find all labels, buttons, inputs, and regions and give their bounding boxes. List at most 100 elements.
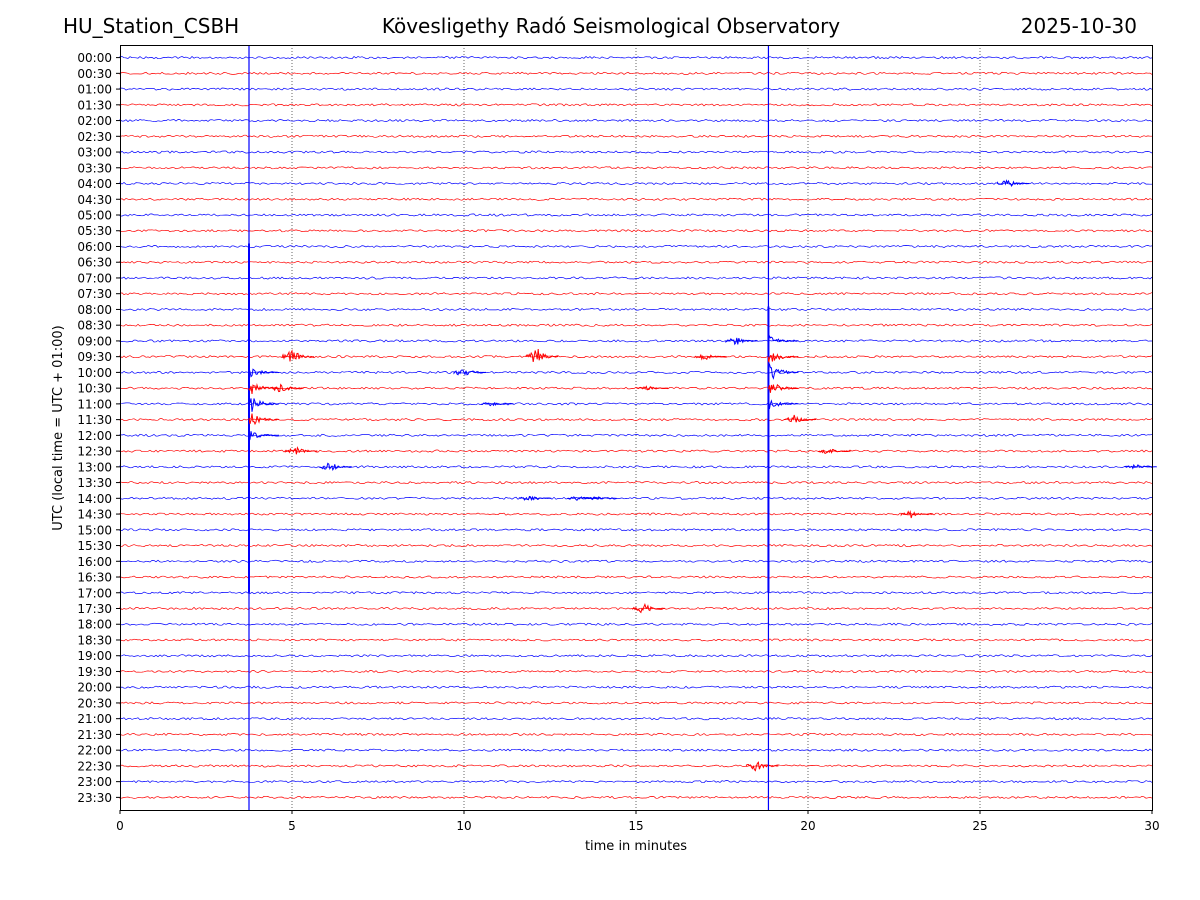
ytick-label-0630: 06:30 [77, 256, 112, 270]
ytick-label-0130: 01:30 [77, 98, 112, 112]
local-event-6 [453, 369, 486, 376]
local-event-12 [818, 448, 851, 454]
ytick-label-2000: 20:00 [77, 681, 112, 695]
local-event-3 [281, 349, 315, 362]
trace-0700 [119, 276, 1153, 280]
ytick-label-1830: 18:30 [77, 633, 112, 647]
trace-1830 [119, 638, 1153, 642]
trace-1600 [119, 559, 1153, 563]
ytick-label-0200: 02:00 [77, 114, 112, 128]
event-2-coda-1030 [767, 383, 799, 393]
ytick-label-0100: 01:00 [77, 83, 112, 97]
event-2-coda-1100 [767, 399, 799, 410]
ytick-label-1000: 10:00 [77, 366, 112, 380]
ytick-label-1300: 13:00 [77, 460, 112, 474]
ytick-label-1330: 13:30 [77, 476, 112, 490]
local-event-10 [783, 414, 817, 423]
ytick-label-0830: 08:30 [77, 319, 112, 333]
trace-0400 [119, 181, 1152, 186]
trace-2100 [119, 717, 1153, 721]
trace-2130 [119, 732, 1153, 736]
trace-1330 [119, 480, 1153, 485]
event-2-coda-0900 [767, 334, 799, 345]
ytick-label-0030: 00:30 [77, 67, 112, 81]
ytick-label-0700: 07:00 [77, 271, 112, 285]
trace-0130 [119, 103, 1153, 107]
ytick-label-2100: 21:00 [77, 712, 112, 726]
ytick-label-1430: 14:30 [77, 508, 112, 522]
trace-0200 [119, 118, 1153, 123]
trace-1530 [119, 543, 1153, 548]
ytick-label-0400: 04:00 [77, 177, 112, 191]
ytick-label-2130: 21:30 [77, 728, 112, 742]
local-event-4 [525, 348, 559, 362]
ytick-label-1900: 19:00 [77, 649, 112, 663]
trace-1630 [119, 575, 1153, 579]
ytick-label-1500: 15:00 [77, 523, 112, 537]
event-1-coda-1030 [248, 383, 280, 394]
ytick-label-0800: 08:00 [77, 303, 112, 317]
xtick-label-10: 10 [456, 819, 471, 833]
ytick-label-1400: 14:00 [77, 492, 112, 506]
trace-1100 [119, 402, 1153, 406]
trace-1900 [119, 654, 1153, 658]
local-event-15 [518, 495, 552, 502]
ytick-label-1730: 17:30 [77, 602, 112, 616]
trace-1130 [119, 418, 1153, 422]
trace-0600 [119, 244, 1153, 249]
ytick-label-2030: 20:30 [77, 696, 112, 710]
event-1-coda-1130 [248, 413, 280, 426]
ytick-label-1630: 16:30 [77, 571, 112, 585]
local-event-14 [1124, 463, 1157, 470]
ytick-label-0530: 05:30 [77, 224, 112, 238]
local-event-8 [635, 385, 669, 391]
trace-0500 [119, 213, 1153, 217]
trace-0100 [119, 87, 1153, 91]
ytick-label-1530: 15:30 [77, 539, 112, 553]
ytick-label-2330: 23:30 [77, 791, 112, 805]
local-event-2 [725, 337, 758, 346]
trace-0030 [119, 71, 1153, 75]
trace-1800 [119, 622, 1153, 626]
local-event-20 [745, 761, 779, 772]
event-1-coda-1100 [248, 397, 279, 412]
event-1-coda-1200 [248, 431, 280, 442]
trace-2300 [119, 780, 1153, 784]
ytick-label-0600: 06:00 [77, 240, 112, 254]
ytick-label-0500: 05:00 [77, 209, 112, 223]
seismic-traces [119, 56, 1153, 799]
trace-0300 [119, 150, 1153, 154]
trace-1930 [119, 669, 1153, 673]
ytick-label-1130: 11:30 [77, 413, 112, 427]
trace-2030 [119, 701, 1153, 705]
xtick-label-0: 0 [116, 819, 124, 833]
local-event-16 [567, 496, 600, 501]
ytick-label-1200: 12:00 [77, 429, 112, 443]
local-event-11 [284, 446, 318, 455]
trace-0930 [119, 354, 1153, 359]
ytick-label-2230: 22:30 [77, 759, 112, 773]
vertical-gridlines [291, 45, 981, 810]
date-label: 2025-10-30 [1020, 14, 1137, 38]
trace-0000 [119, 56, 1153, 60]
x-axis-ticks: 0 5 10 15 20 25 30 [116, 810, 1160, 833]
chart-title: Kövesligethy Radó Seismological Observat… [381, 14, 841, 38]
local-event-9 [481, 401, 514, 407]
trace-2330 [119, 795, 1153, 799]
xtick-label-30: 30 [1144, 819, 1159, 833]
trace-0330 [119, 166, 1153, 170]
local-event-5 [694, 353, 727, 361]
ytick-label-1100: 11:00 [77, 397, 112, 411]
trace-1500 [119, 528, 1153, 532]
trace-0530 [119, 229, 1153, 233]
trace-0730 [119, 292, 1153, 296]
trace-0430 [119, 197, 1153, 201]
event-2-coda-0930 [767, 353, 799, 366]
trace-2230 [119, 764, 1153, 768]
ytick-label-2300: 23:00 [77, 775, 112, 789]
trace-0900 [119, 339, 1152, 343]
ytick-label-0300: 03:00 [77, 146, 112, 160]
ytick-label-1600: 16:00 [77, 555, 112, 569]
local-event-19 [632, 602, 665, 614]
